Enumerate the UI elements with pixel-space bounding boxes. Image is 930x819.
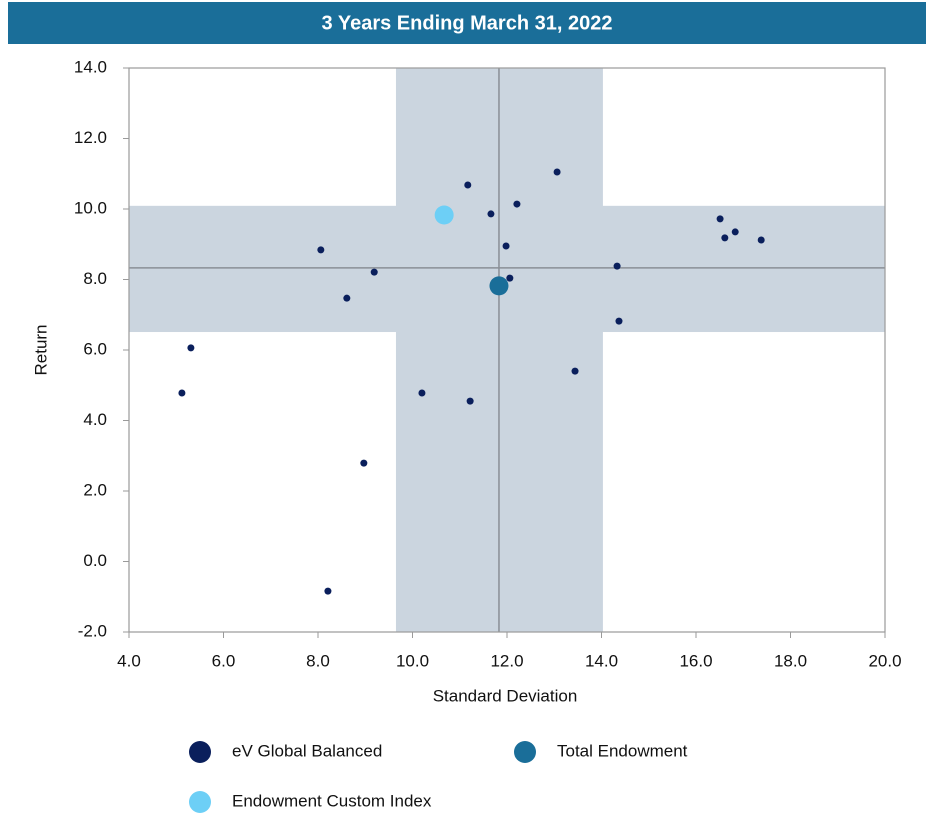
data-point — [716, 215, 724, 223]
data-point — [324, 587, 332, 595]
legend-marker — [189, 791, 211, 813]
legend-label: eV Global Balanced — [232, 741, 382, 760]
x-tick-label: 10.0 — [396, 651, 429, 670]
x-tick-label: 4.0 — [117, 651, 141, 670]
x-tick-label: 6.0 — [212, 651, 236, 670]
legend-marker — [514, 741, 536, 763]
x-axis-label: Standard Deviation — [433, 686, 578, 705]
data-point — [613, 262, 621, 270]
data-point — [464, 181, 472, 189]
legend-label: Endowment Custom Index — [232, 791, 432, 810]
y-tick-label: 0.0 — [83, 551, 107, 570]
y-band — [129, 205, 885, 333]
data-point — [370, 268, 378, 276]
data-point — [553, 168, 561, 176]
title-bar — [8, 2, 926, 44]
y-tick-label: 4.0 — [83, 410, 107, 429]
x-tick-label: 20.0 — [868, 651, 901, 670]
x-tick-label: 14.0 — [585, 651, 618, 670]
y-tick-label: 10.0 — [74, 198, 107, 217]
data-point — [187, 344, 195, 352]
data-point — [317, 246, 325, 254]
data-point — [434, 205, 454, 225]
y-tick-label: 6.0 — [83, 339, 107, 358]
data-point — [418, 389, 426, 397]
data-point — [615, 317, 623, 325]
data-point — [571, 367, 579, 375]
x-tick-label: 12.0 — [490, 651, 523, 670]
y-tick-label: 2.0 — [83, 480, 107, 499]
x-tick-label: 8.0 — [306, 651, 330, 670]
y-tick-label: 8.0 — [83, 269, 107, 288]
data-point — [731, 228, 739, 236]
data-point — [506, 274, 514, 282]
data-point — [466, 397, 474, 405]
y-tick-label: 14.0 — [74, 57, 107, 76]
chart-title: 3 Years Ending March 31, 2022 — [322, 12, 613, 34]
x-tick-label: 18.0 — [774, 651, 807, 670]
data-point — [721, 234, 729, 242]
y-tick-label: -2.0 — [78, 621, 107, 640]
data-point — [178, 389, 186, 397]
data-point — [502, 242, 510, 250]
legend-label: Total Endowment — [557, 741, 688, 760]
data-point — [343, 294, 351, 302]
data-point — [487, 210, 495, 218]
data-point — [757, 236, 765, 244]
y-axis-label: Return — [31, 324, 50, 375]
legend-marker — [189, 741, 211, 763]
data-point — [513, 200, 521, 208]
x-tick-label: 16.0 — [679, 651, 712, 670]
data-point — [489, 276, 509, 296]
data-point — [360, 459, 368, 467]
y-tick-label: 12.0 — [74, 128, 107, 147]
